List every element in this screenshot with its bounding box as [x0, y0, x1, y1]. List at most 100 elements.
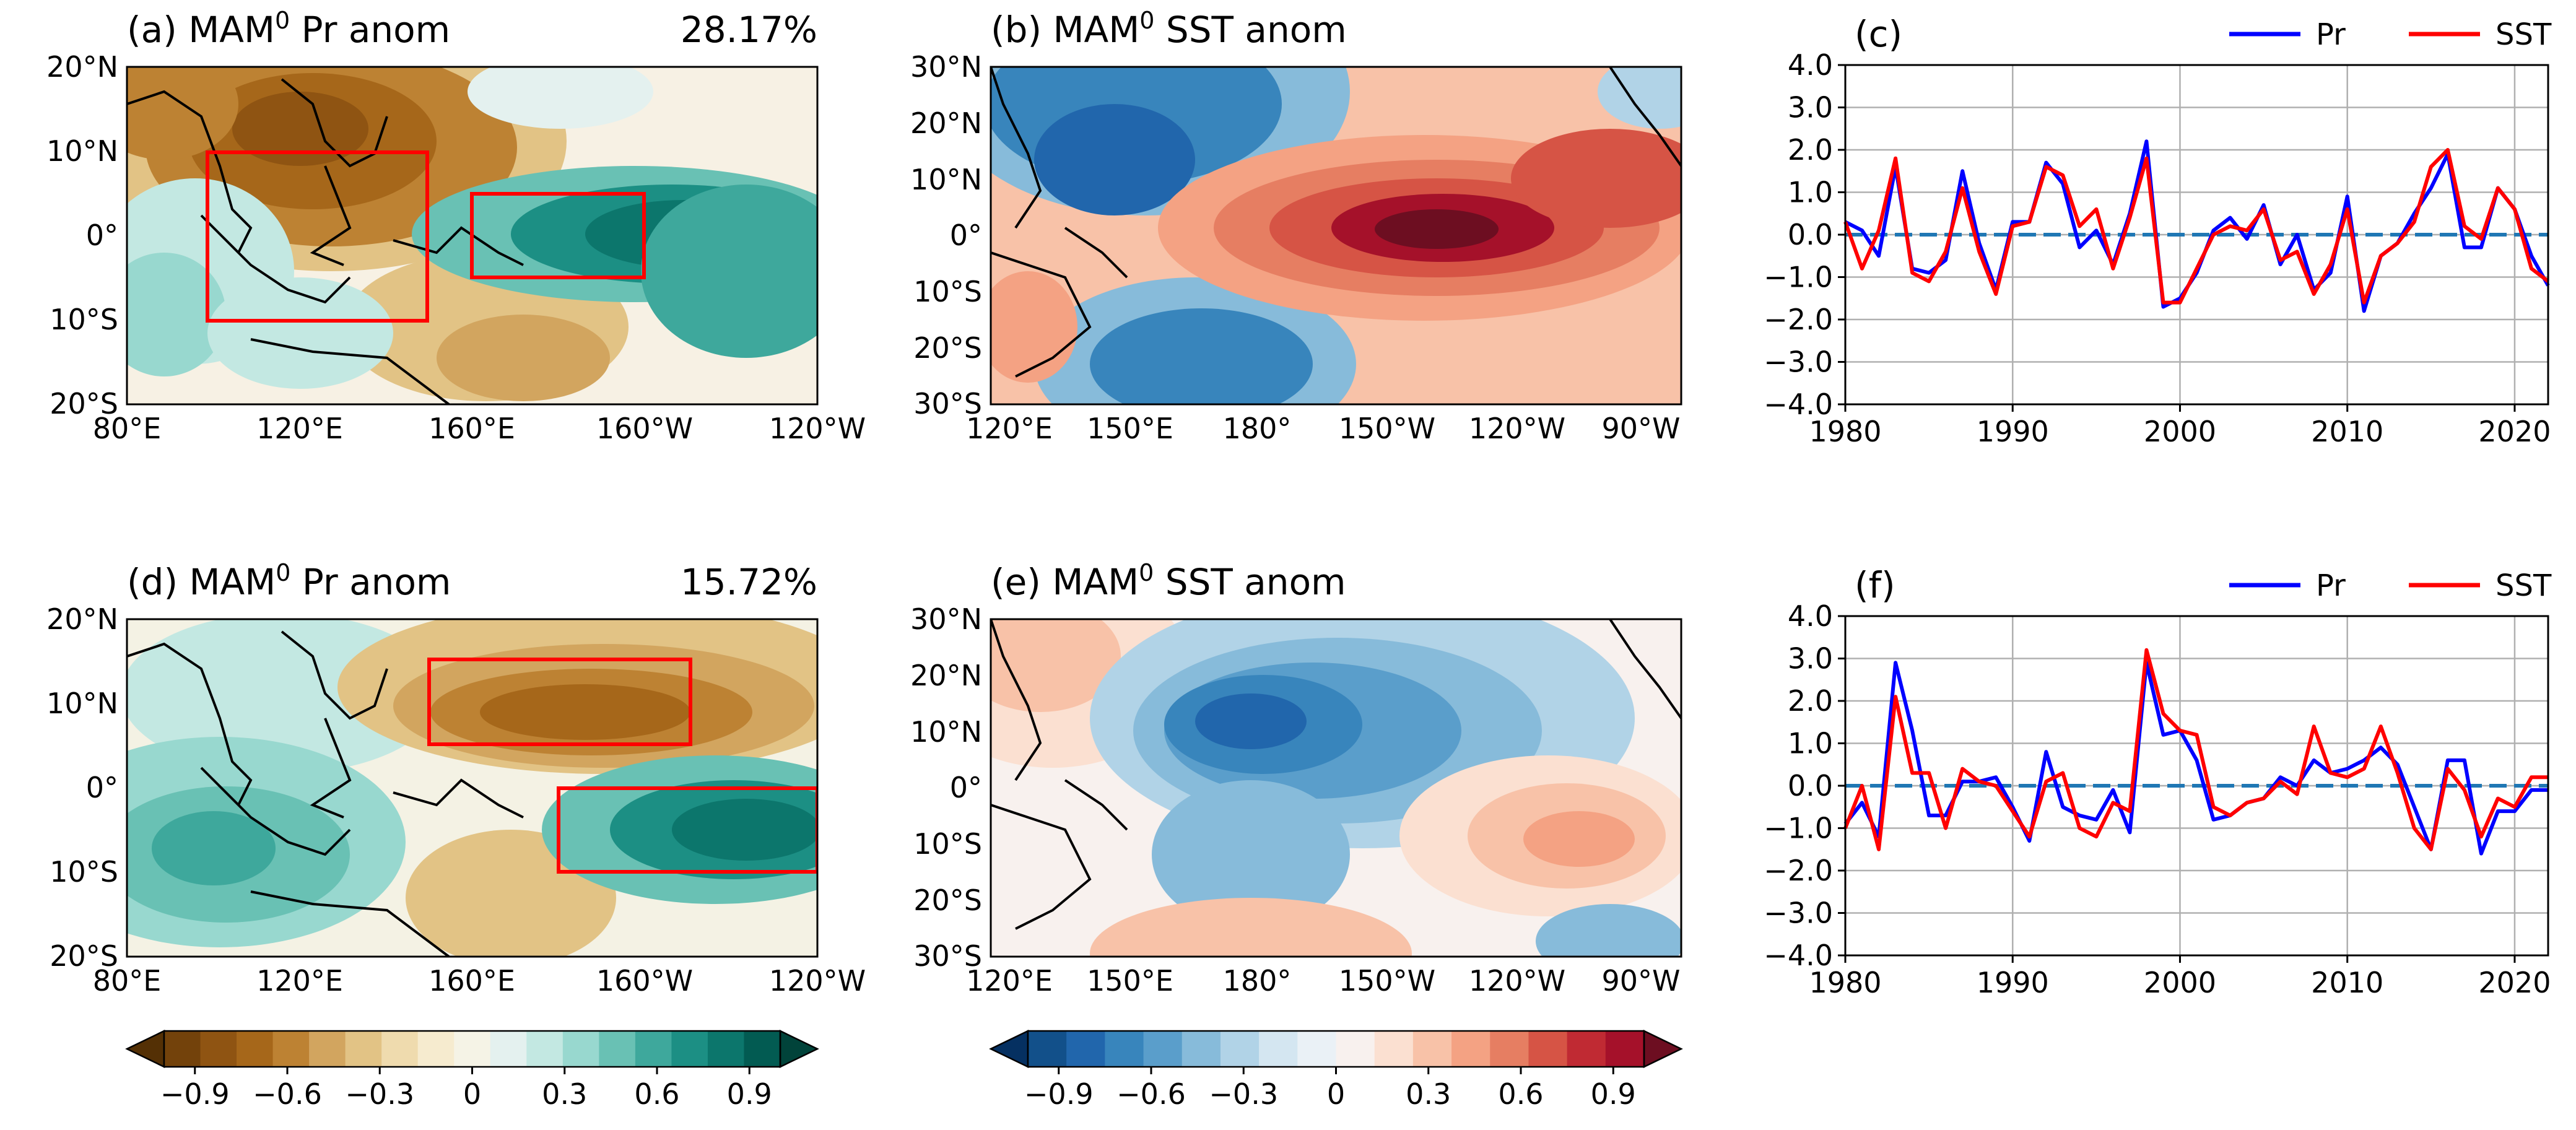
- ytick-e-0: 30°N: [910, 602, 982, 636]
- ytick-a-4: 20°S: [50, 387, 118, 420]
- xtick-a-1: 120°E: [256, 412, 343, 445]
- colorbar-segment: [562, 1031, 599, 1067]
- colorbar-extend-min: [989, 1030, 1029, 1068]
- ytick-a-0: 20°N: [46, 50, 118, 84]
- map-e-contours: [991, 619, 1681, 957]
- colorbar-tick-label: 0.9: [727, 1077, 772, 1111]
- colorbar-sst: −0.9 −0.6 −0.3 0 0.3 0.6 0.9: [989, 1030, 1683, 1111]
- panel-d-variance: 15.72%: [681, 561, 817, 603]
- legend-pr-label: Pr: [2316, 17, 2346, 52]
- colorbar-tick-label: −0.3: [345, 1077, 414, 1111]
- colorbar-segment: [1451, 1031, 1490, 1067]
- panel-a-title: (a) MAM0 Pr anom: [127, 7, 450, 51]
- ytick-d-1: 10°N: [46, 687, 118, 720]
- xtick-a-3: 160°W: [596, 412, 693, 445]
- panel-d-title: (d) MAM0 Pr anom: [127, 559, 451, 603]
- map-a-frame: [126, 66, 819, 406]
- xtick-label: 2020: [2478, 966, 2551, 999]
- xtick-a-2: 160°E: [429, 412, 515, 445]
- legend-sst-label: SST: [2496, 568, 2552, 603]
- ytick-label: −3.0: [1764, 346, 1833, 379]
- colorbar-segment: [1528, 1031, 1568, 1067]
- ytick-b-1: 20°N: [910, 106, 982, 140]
- colorbar-segment: [1143, 1031, 1183, 1067]
- colorbar-segment: [1220, 1031, 1260, 1067]
- xtick-e-2: 180°: [1223, 964, 1292, 997]
- legend-pr-label: Pr: [2316, 568, 2346, 603]
- panel-d: (d) MAM0 Pr anom 15.72%: [46, 559, 866, 997]
- ytick-label: −4.0: [1764, 939, 1833, 972]
- colorbar-extend-max: [779, 1030, 819, 1068]
- xtick-d-3: 160°W: [596, 964, 693, 997]
- ytick-label: −4.0: [1764, 388, 1833, 421]
- ytick-label: −2.0: [1764, 854, 1833, 887]
- ytick-e-5: 20°S: [913, 884, 982, 917]
- colorbar-segment: [1605, 1031, 1645, 1067]
- ytick-a-3: 10°S: [50, 303, 118, 336]
- colorbar-extend-min: [125, 1030, 165, 1068]
- panel-f-title: (f): [1855, 564, 1895, 606]
- ytick-label: 3.0: [1788, 642, 1833, 676]
- colorbar-segment: [744, 1031, 781, 1067]
- colorbar-segment: [1297, 1031, 1337, 1067]
- map-e-frame: [990, 618, 1682, 958]
- ytick-d-2: 0°: [86, 771, 118, 804]
- colorbar-segment: [309, 1031, 346, 1067]
- colorbar-extend-max: [1643, 1030, 1683, 1068]
- ytick-label: −1.0: [1764, 812, 1833, 845]
- colorbar-segment: [490, 1031, 527, 1067]
- colorbar-segment: [671, 1031, 708, 1067]
- xtick-e-3: 150°W: [1339, 964, 1435, 997]
- colorbar-segment: [1567, 1031, 1606, 1067]
- colorbar-segment: [635, 1031, 672, 1067]
- map-a-xticks: 80°E 120°E 160°E 160°W 120°W: [93, 412, 866, 445]
- ytick-label: −1.0: [1764, 261, 1833, 294]
- colorbar-segment: [164, 1031, 201, 1067]
- xtick-d-4: 120°W: [769, 964, 866, 997]
- colorbar-segment: [1490, 1031, 1530, 1067]
- xtick-e-0: 120°E: [966, 964, 1053, 997]
- ytick-e-1: 20°N: [910, 659, 982, 692]
- xtick-d-1: 120°E: [256, 964, 343, 997]
- ytick-e-3: 0°: [950, 771, 982, 804]
- box-d-south: [557, 786, 817, 874]
- colorbar-segment: [707, 1031, 745, 1067]
- panel-e-title: (e) MAM0 SST anom: [991, 559, 1346, 603]
- map-b-yticks: 30°N 20°N 10°N 0° 10°S 20°S 30°S: [910, 50, 982, 420]
- ytick-label: 4.0: [1788, 48, 1833, 82]
- box-a-east: [470, 192, 646, 279]
- colorbar-tick-label: 0.3: [542, 1077, 587, 1111]
- ytick-label: 0.0: [1788, 218, 1833, 251]
- map-e-yticks: 30°N 20°N 10°N 0° 10°S 20°S 30°S: [910, 602, 982, 973]
- colorbar-tick-label: −0.3: [1209, 1077, 1278, 1111]
- ytick-label: −2.0: [1764, 303, 1833, 336]
- colorbar-segment: [1066, 1031, 1105, 1067]
- colorbar-segment: [1374, 1031, 1414, 1067]
- map-a-contours: [127, 67, 817, 401]
- colorbar-tick-label: −0.6: [253, 1077, 322, 1111]
- map-b-frame: [990, 66, 1682, 406]
- box-a-west: [206, 150, 429, 323]
- ytick-b-2: 10°N: [910, 163, 982, 196]
- colorbar-segment: [237, 1031, 274, 1067]
- ytick-b-6: 30°S: [913, 387, 982, 420]
- colorbar-tick-label: 0: [463, 1077, 481, 1111]
- panel-b-title: (b) MAM0 SST anom: [991, 7, 1347, 51]
- ytick-b-3: 0°: [950, 219, 982, 252]
- ytick-label: 2.0: [1788, 133, 1833, 167]
- ytick-b-0: 30°N: [910, 50, 982, 84]
- ytick-label: −3.0: [1764, 897, 1833, 930]
- colorbar-tick-label: 0.6: [634, 1077, 679, 1111]
- panel-c-title: (c): [1855, 13, 1902, 55]
- ytick-label: 4.0: [1788, 599, 1833, 633]
- xtick-label: 1980: [1809, 966, 1881, 999]
- xtick-label: 1990: [1977, 966, 2049, 999]
- xtick-b-0: 120°E: [966, 412, 1053, 445]
- panel-a: (a) MAM0 Pr anom 28.17%: [46, 7, 866, 445]
- series-sst-line: [1843, 648, 2548, 851]
- ytick-label: 1.0: [1788, 727, 1833, 760]
- colorbar-tick-label: −0.9: [160, 1077, 230, 1111]
- series-sst-line: [1843, 148, 2549, 305]
- xtick-a-0: 80°E: [93, 412, 162, 445]
- colorbar-segment: [599, 1031, 636, 1067]
